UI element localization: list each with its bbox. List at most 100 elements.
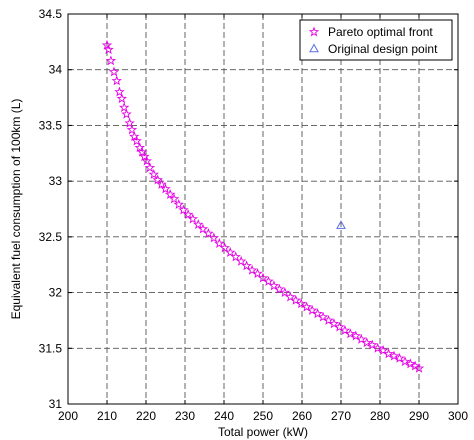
pareto-point: [105, 55, 117, 66]
pareto-point: [252, 268, 263, 279]
x-tick-label: 270: [331, 409, 351, 423]
x-tick-label: 290: [409, 409, 429, 423]
pareto-point: [399, 356, 411, 367]
pareto-point: [160, 183, 171, 194]
pareto-point: [219, 242, 230, 253]
pareto-point: [306, 304, 318, 315]
data-series: [101, 39, 425, 373]
pareto-point: [409, 360, 421, 371]
pareto-point: [103, 44, 114, 55]
pareto-point: [361, 337, 372, 348]
legend: Pareto optimal front Original design poi…: [299, 19, 453, 61]
pareto-point: [377, 345, 389, 355]
pareto-point: [274, 283, 285, 294]
original-design-point: [336, 220, 346, 229]
pareto-point: [134, 142, 145, 153]
pareto-point: [148, 168, 160, 179]
pareto-point: [339, 324, 351, 335]
pareto-point: [279, 287, 291, 298]
pareto-point: [208, 232, 220, 243]
pareto-point: [178, 204, 189, 215]
pareto-point: [328, 318, 340, 329]
pareto-point: [141, 155, 152, 166]
axes-frame: [67, 13, 459, 405]
y-tick-label: 32.5: [39, 230, 63, 244]
y-tick-label: 32: [49, 286, 63, 300]
x-tick-label: 280: [370, 409, 390, 423]
pareto-point: [164, 189, 176, 199]
pareto-point: [131, 135, 142, 146]
legend-label-pareto: Pareto optimal front: [328, 25, 433, 39]
pareto-point: [156, 179, 167, 189]
pareto-point: [225, 246, 236, 257]
pareto-point: [118, 102, 130, 113]
pareto-point: [139, 151, 150, 162]
legend-marker-pareto: [308, 26, 320, 37]
pareto-point: [182, 209, 194, 220]
legend-triangle-icon: [309, 43, 319, 53]
x-tick-label: 230: [175, 409, 195, 423]
pareto-point: [317, 311, 329, 322]
x-tick-label: 220: [136, 409, 156, 423]
series-pareto: [101, 39, 425, 373]
pareto-point: [124, 117, 135, 128]
y-tick-label: 34.5: [39, 7, 63, 21]
x-tick-label: 260: [292, 409, 312, 423]
y-tick-label: 33: [49, 174, 63, 188]
y-tick-label: 33.5: [39, 118, 63, 132]
pareto-point: [193, 219, 204, 230]
pareto-point: [290, 294, 301, 305]
pareto-point: [296, 298, 307, 309]
pareto-point: [136, 146, 148, 157]
pareto-point: [345, 328, 356, 339]
legend-label-original: Original design point: [328, 42, 438, 56]
legend-marker-original: [309, 43, 319, 53]
pareto-point: [111, 75, 122, 86]
pareto-point: [350, 330, 362, 341]
y-axis-label: Equivalent fuel consumption of 100km (L): [9, 99, 23, 320]
pareto-point: [263, 275, 274, 286]
pareto-point: [173, 199, 184, 209]
x-axis-label: Total power (kW): [218, 425, 308, 439]
y-tick-label: 31.5: [39, 341, 63, 355]
pareto-point: [214, 238, 225, 248]
x-tick-label: 240: [214, 409, 234, 423]
y-tick-label: 34: [49, 63, 63, 77]
pareto-point: [372, 342, 383, 353]
pareto-point: [114, 86, 125, 97]
pareto-point: [126, 124, 138, 135]
pareto-point: [301, 301, 312, 312]
pareto-point: [383, 348, 394, 359]
pareto-point: [230, 251, 241, 262]
pareto-point: [388, 350, 400, 361]
x-tick-label: 200: [58, 409, 78, 423]
y-tick-label: 31: [49, 397, 63, 411]
pareto-point: [257, 272, 269, 283]
pareto-point: [394, 352, 405, 363]
pareto-point: [121, 108, 132, 119]
x-tick-label: 300: [448, 409, 468, 423]
pareto-point: [235, 255, 247, 266]
x-tick-label: 250: [253, 409, 273, 423]
pareto-point: [203, 228, 214, 238]
legend-box: [299, 19, 453, 61]
pareto-point: [413, 362, 425, 373]
pareto-point: [334, 321, 345, 332]
pareto-point: [101, 39, 113, 50]
pareto-point: [246, 264, 258, 275]
pareto-point: [366, 339, 378, 350]
pareto-point: [108, 66, 120, 77]
pareto-point: [405, 358, 416, 369]
pareto-point: [323, 314, 334, 325]
pareto-point: [356, 333, 367, 344]
pareto-point: [152, 174, 163, 185]
pareto-point: [268, 280, 280, 291]
x-tick-label: 210: [97, 409, 117, 423]
series-original: [336, 220, 346, 229]
pareto-point: [129, 131, 140, 142]
pareto-point: [168, 193, 180, 204]
pareto-point: [312, 308, 323, 319]
pareto-point: [187, 213, 199, 224]
pareto-point: [197, 223, 209, 234]
